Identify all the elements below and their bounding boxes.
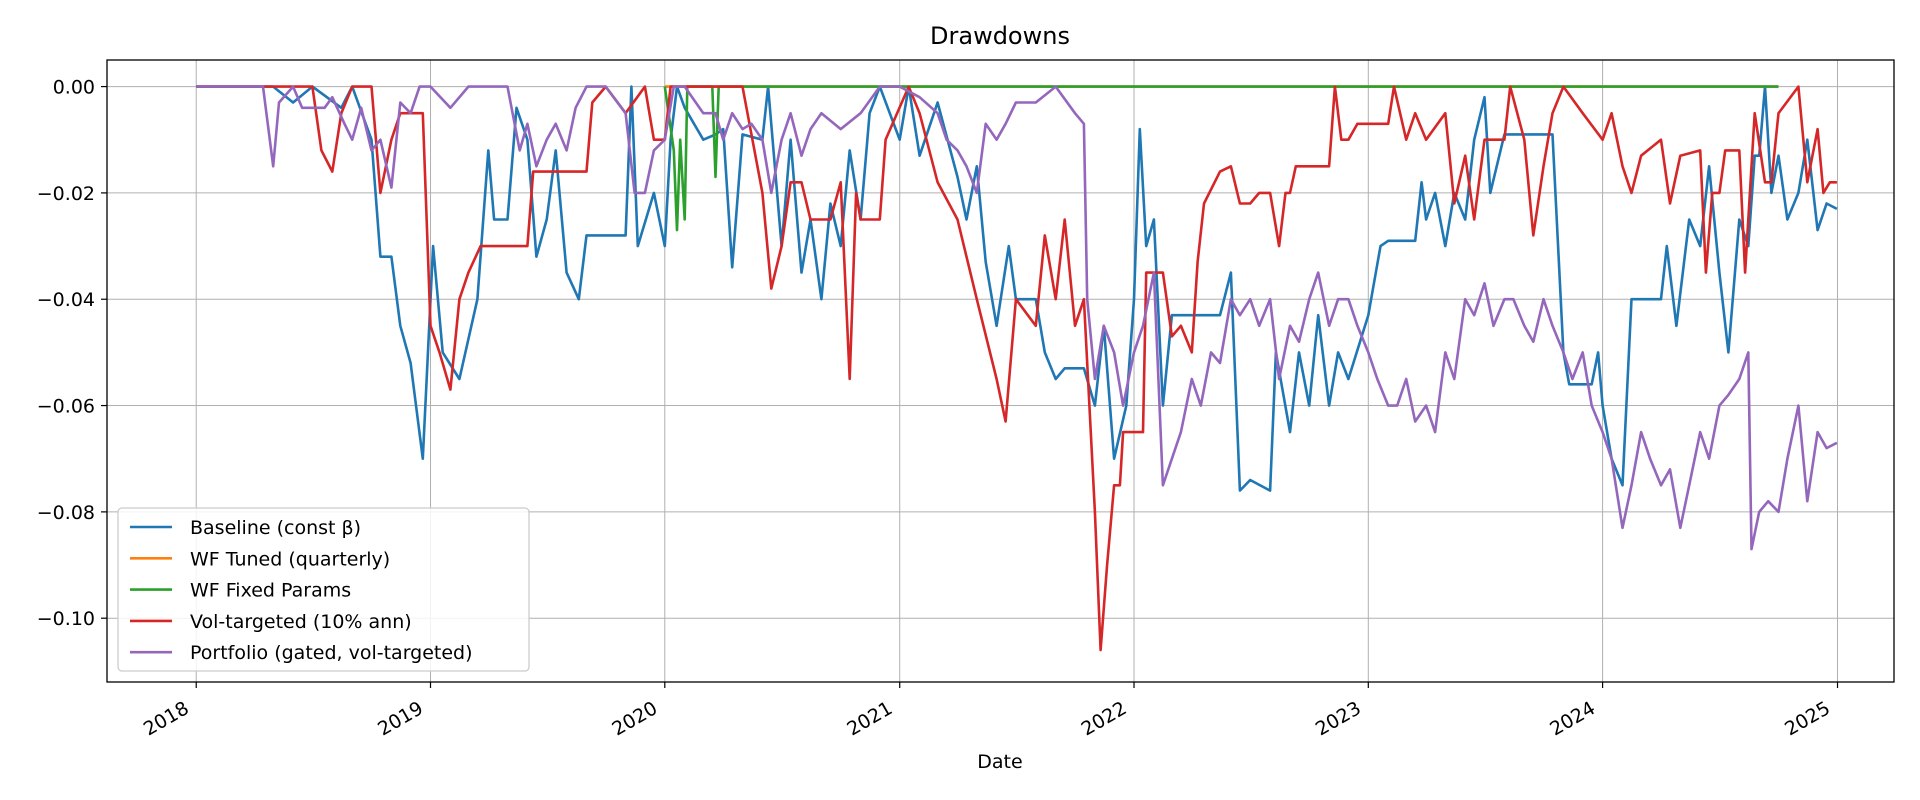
y-tick-label: 0.00 — [53, 77, 95, 99]
y-tick-label: −0.04 — [37, 289, 95, 311]
legend-label: WF Fixed Params — [190, 580, 351, 602]
legend-label: Vol-targeted (10% ann) — [190, 611, 412, 633]
series-line-2 — [663, 85, 1779, 232]
x-axis-label: Date — [977, 751, 1022, 773]
y-tick-label: −0.02 — [37, 183, 95, 205]
legend-label: WF Tuned (quarterly) — [190, 548, 390, 570]
series-lines — [196, 85, 1838, 652]
y-tick-label: −0.06 — [37, 396, 95, 418]
y-tick-label: −0.08 — [37, 502, 95, 524]
legend-box — [117, 507, 530, 672]
legend-label: Baseline (const β) — [190, 517, 361, 539]
series-line-4 — [196, 85, 1838, 551]
y-tick-label: −0.10 — [37, 608, 95, 630]
plot-frame — [106, 59, 1895, 683]
legend: Baseline (const β) WF Tuned (quarterly) WF… — [117, 507, 530, 672]
legend-label: Portfolio (gated, vol-targeted) — [190, 642, 473, 664]
chart-title: Drawdowns — [930, 22, 1070, 50]
series-line-0 — [196, 85, 1838, 492]
